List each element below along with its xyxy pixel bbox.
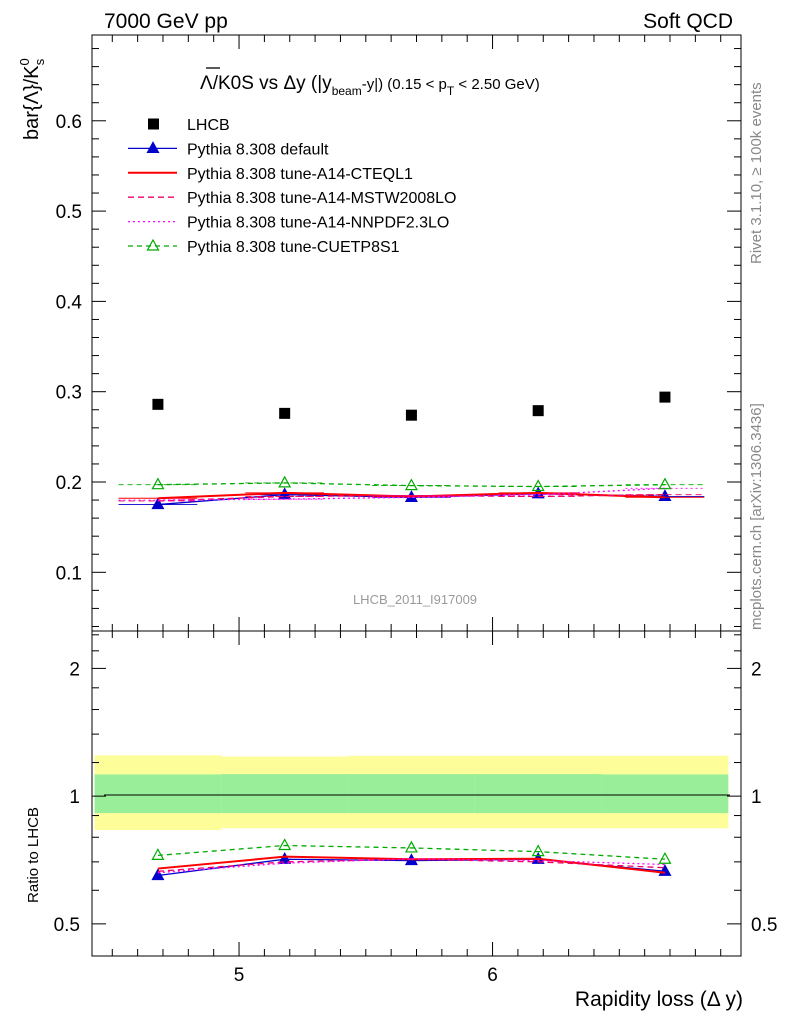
main-ytick-label: 0.1 [56, 563, 82, 584]
energy-label: 7000 GeV pp [104, 10, 228, 33]
ratio-xtick-label: 6 [487, 965, 498, 986]
lhcb-data [152, 391, 671, 421]
ratio-band-stat [221, 774, 349, 814]
analysis-watermark: LHCB_2011_I917009 [353, 592, 477, 607]
main-ylabel: bar{Λ}/K0s [17, 58, 47, 140]
main-series-marker [658, 477, 672, 490]
main-series-marker [151, 497, 165, 510]
process-label: Soft QCD [643, 10, 733, 33]
ratio-series-line [157, 844, 665, 860]
main-series-marker [278, 475, 292, 488]
title-pre: /K0S vs [213, 73, 284, 94]
ratio-ytick-label-right: 1 [751, 787, 762, 808]
ratio-series-marker [278, 838, 292, 851]
main-series-marker [151, 477, 165, 490]
ratio-series [151, 838, 672, 881]
x-axis-label: Rapidity loss (Δ y) [575, 988, 743, 1011]
ratio-series-marker [404, 840, 418, 853]
ratio-band-stat [474, 774, 602, 814]
source-label: mcplots.cern.ch [arXiv:1306.3436] [748, 403, 765, 630]
main-series-marker [658, 489, 672, 502]
main-series-marker [404, 478, 418, 491]
legend-label: Pythia 8.308 tune-A14-MSTW2008LO [187, 190, 456, 207]
legend-label: Pythia 8.308 default [187, 141, 329, 158]
title-dy: Δy (|y [283, 73, 332, 94]
lhcb-data-point [659, 391, 671, 403]
ratio-ylabel: Ratio to LHCB [25, 807, 42, 903]
ratio-xtick-label: 5 [234, 965, 245, 986]
rivet-label: Rivet 3.1.10, ≥ 100k events [748, 82, 765, 264]
lhcb-data-point [532, 405, 544, 417]
legend-marker [146, 238, 160, 251]
main-ytick-label: 0.2 [56, 473, 82, 494]
main-ytick-label: 0.6 [56, 112, 82, 133]
ratio-series-marker [658, 852, 672, 864]
main-ytick-label: 0.3 [56, 383, 82, 404]
main-series-marker [531, 479, 545, 492]
main-ytick-label: 0.5 [56, 202, 82, 223]
title-pt: T [447, 84, 455, 98]
main-series-line [157, 493, 665, 502]
title-lambdabar: Λ [200, 73, 213, 94]
ratio-ytick-label: 0.5 [54, 915, 80, 936]
plot-title: Λ/K0S vs Δy (|ybeam-y|) (0.15 < pT < 2.5… [200, 73, 540, 98]
lhcb-data-point [405, 409, 417, 421]
title-beam: beam [332, 84, 362, 98]
main-axis-ticks: 0.1 0.2 0.3 0.4 0.5 0.6 [56, 35, 741, 631]
ratio-series-marker [531, 844, 545, 857]
legend-label: Pythia 8.308 tune-A14-NNPDF2.3LO [187, 215, 449, 232]
ratio-series-marker [151, 848, 165, 860]
ratio-band-stat [601, 774, 729, 814]
legend-data-marker [148, 118, 159, 130]
title-post: < 2.50 GeV) [454, 76, 539, 93]
legend-label: Pythia 8.308 tune-CUETP8S1 [187, 239, 400, 256]
main-series [118, 475, 705, 510]
ratio-ytick-label-right: 2 [751, 659, 762, 680]
legend-marker [146, 141, 160, 153]
ratio-axis-ticks: 0.5 0.5 1 1 2 2 5 6 [54, 631, 777, 986]
lhcb-data-point [279, 407, 291, 419]
ratio-ytick-label: 1 [69, 787, 80, 808]
ratio-band-stat [94, 774, 222, 814]
ratio-ytick-label-right: 0.5 [751, 915, 777, 936]
ratio-series-line [157, 858, 665, 872]
ratio-series-marker [151, 868, 165, 881]
legend: LHCB Pythia 8.308 default Pythia 8.308 tun… [128, 117, 456, 256]
legend-label: Pythia 8.308 tune-A14-CTEQL1 [187, 166, 413, 183]
ratio-bands [94, 755, 729, 831]
ratio-ytick-label: 2 [69, 659, 80, 680]
ratio-band-stat [348, 774, 475, 814]
title-mid: -y|) (0.15 < p [362, 76, 447, 93]
ratio-series-marker [278, 852, 292, 864]
main-ylabel-sub: s [32, 58, 47, 65]
main-ylabel-text: bar{Λ}/K [21, 65, 43, 140]
legend-label: LHCB [187, 117, 230, 134]
main-ytick-label: 0.4 [56, 292, 83, 313]
main-panel: 0.1 0.2 0.3 0.4 0.5 0.6 Λ/K0S vs Δy (|ybeam-y… [17, 34, 742, 632]
lhcb-data-point [152, 398, 164, 410]
ratio-panel: 0.5 0.5 1 1 2 2 5 6 Ratio to LHCB Rapidity loss… [25, 630, 777, 1011]
main-ylabel-sup: 0 [17, 58, 32, 65]
